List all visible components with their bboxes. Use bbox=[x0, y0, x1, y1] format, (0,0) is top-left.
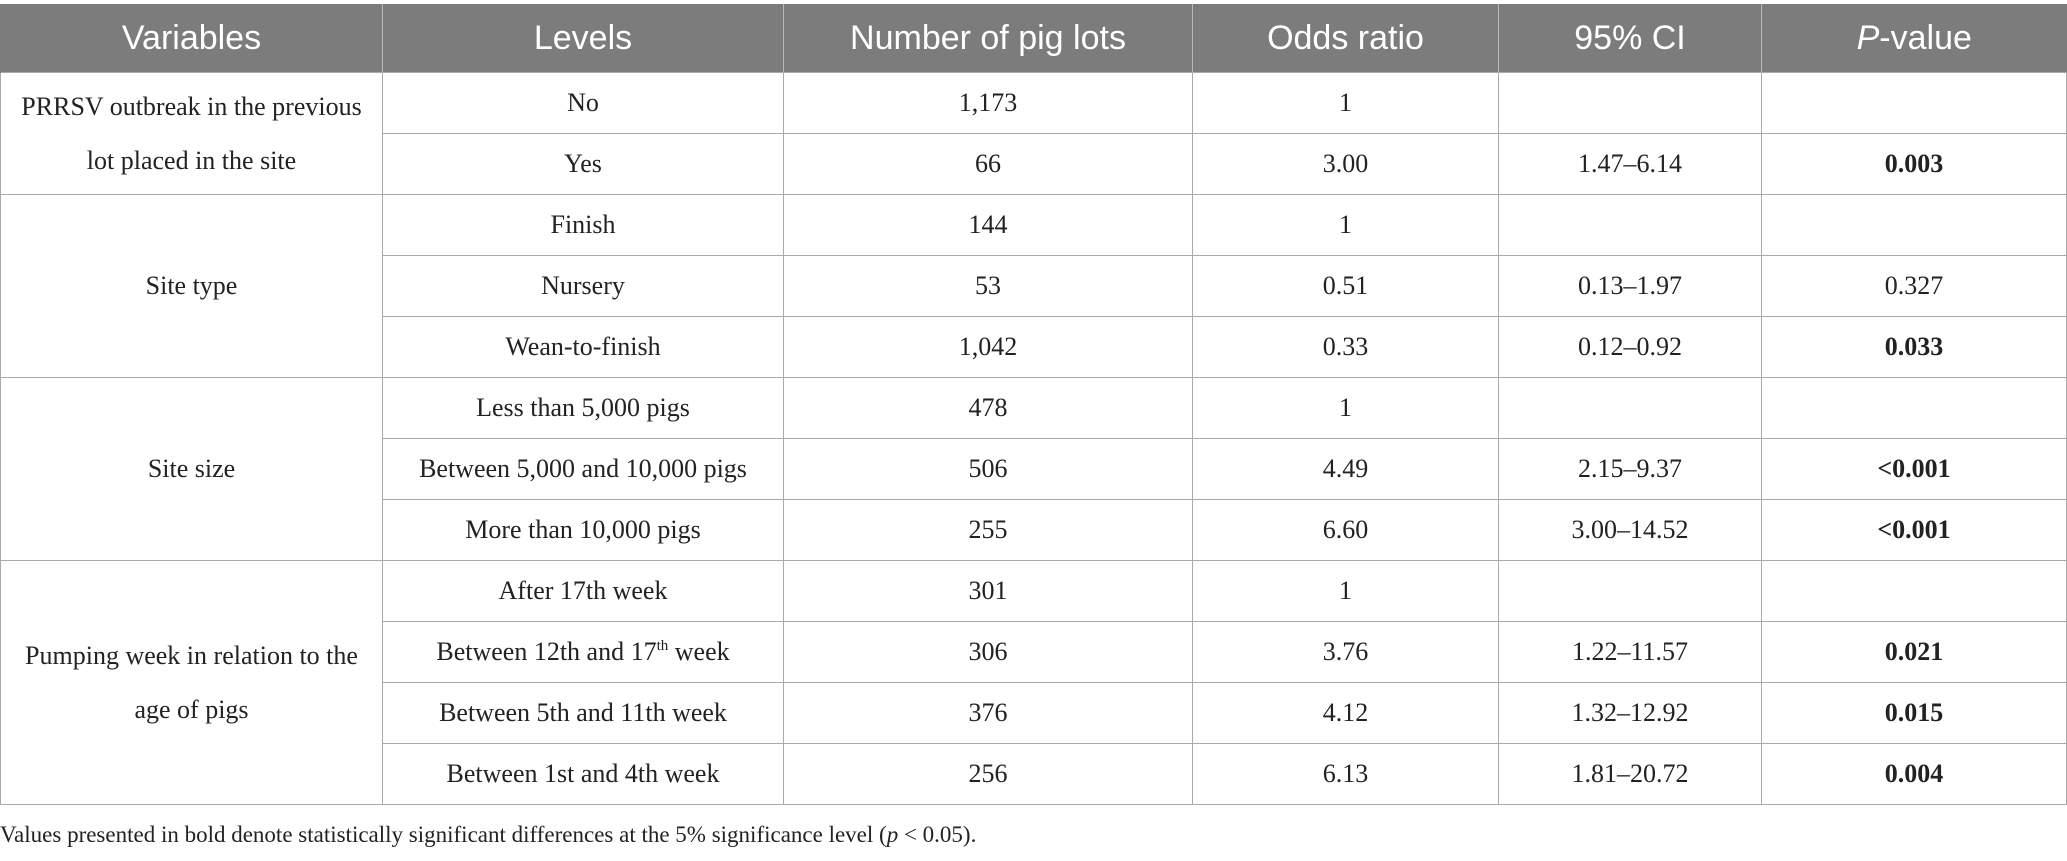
level-cell: Between 5,000 and 10,000 pigs bbox=[382, 438, 784, 500]
header-95-ci: 95% CI bbox=[1498, 4, 1762, 73]
table-row: More than 10,000 pigs 255 6.60 3.00–14.5… bbox=[1, 499, 2067, 561]
odds-ratio-cell: 0.51 bbox=[1192, 255, 1499, 317]
ci-cell: 0.13–1.97 bbox=[1498, 255, 1762, 317]
ci-cell bbox=[1498, 72, 1762, 134]
odds-ratio-cell: 1 bbox=[1192, 377, 1499, 439]
level-cell: Less than 5,000 pigs bbox=[382, 377, 784, 439]
variable-cell: PRRSV outbreak in the previous lot place… bbox=[0, 72, 383, 195]
odds-ratio-cell: 4.49 bbox=[1192, 438, 1499, 500]
lots-cell: 306 bbox=[783, 621, 1193, 683]
p-value-cell: 0.327 bbox=[1761, 255, 2067, 317]
level-cell: Nursery bbox=[382, 255, 784, 317]
table-row: Site type Finish 144 1 bbox=[0, 194, 2067, 378]
level-cell: Yes bbox=[382, 133, 784, 195]
header-odds-ratio: Odds ratio bbox=[1192, 4, 1499, 73]
table-row: Between 5th and 11th week 376 4.12 1.32–… bbox=[1, 682, 2067, 744]
lots-cell: 255 bbox=[783, 499, 1193, 561]
ci-cell: 3.00–14.52 bbox=[1498, 499, 1762, 561]
level-cell: Finish bbox=[382, 194, 784, 256]
footnote-p-italic: p bbox=[886, 822, 899, 847]
variable-cell: Site type bbox=[0, 194, 383, 378]
level-cell: No bbox=[382, 72, 784, 134]
p-value-cell: 0.004 bbox=[1761, 743, 2067, 805]
p-value-cell: <0.001 bbox=[1761, 438, 2067, 500]
lots-cell: 53 bbox=[783, 255, 1193, 317]
header-variables: Variables bbox=[0, 4, 383, 73]
lots-cell: 66 bbox=[783, 133, 1193, 195]
level-cell: More than 10,000 pigs bbox=[382, 499, 784, 561]
level-superscript: th bbox=[656, 638, 669, 654]
header-levels: Levels bbox=[382, 4, 784, 73]
table-row: Nursery 53 0.51 0.13–1.97 0.327 bbox=[1, 255, 2067, 317]
p-value-cell: 0.033 bbox=[1761, 316, 2067, 378]
table-row: Pumping week in relation to the age of p… bbox=[0, 560, 2067, 805]
ci-cell: 0.12–0.92 bbox=[1498, 316, 1762, 378]
ci-cell: 1.81–20.72 bbox=[1498, 743, 1762, 805]
header-p-value: P-value bbox=[1761, 4, 2067, 73]
odds-ratio-cell: 3.00 bbox=[1192, 133, 1499, 195]
p-value-cell bbox=[1761, 72, 2067, 134]
table-row: Between 1st and 4th week 256 6.13 1.81–2… bbox=[1, 743, 2067, 805]
odds-ratio-cell: 4.12 bbox=[1192, 682, 1499, 744]
lots-cell: 301 bbox=[783, 560, 1193, 622]
level-cell: Between 12th and 17th week bbox=[382, 621, 784, 683]
ci-cell bbox=[1498, 377, 1762, 439]
odds-ratio-cell: 6.13 bbox=[1192, 743, 1499, 805]
header-p-italic: P bbox=[1856, 18, 1880, 57]
table-row: Wean-to-finish 1,042 0.33 0.12–0.92 0.03… bbox=[1, 316, 2067, 378]
level-cell: After 17th week bbox=[382, 560, 784, 622]
footnote-text: Values presented in bold denote statisti… bbox=[0, 822, 887, 847]
header-number-of-pig-lots: Number of pig lots bbox=[783, 4, 1193, 73]
variable-cell: Pumping week in relation to the age of p… bbox=[0, 560, 383, 805]
results-table-container: Variables Levels Number of pig lots Odds… bbox=[0, 4, 2067, 805]
p-value-cell bbox=[1761, 377, 2067, 439]
ci-cell bbox=[1498, 560, 1762, 622]
level-cell: Wean-to-finish bbox=[382, 316, 784, 378]
lots-cell: 478 bbox=[783, 377, 1193, 439]
footnote-text-end: < 0.05). bbox=[898, 822, 977, 847]
p-value-cell: 0.021 bbox=[1761, 621, 2067, 683]
p-value-cell bbox=[1761, 194, 2067, 256]
odds-ratio-cell: 0.33 bbox=[1192, 316, 1499, 378]
level-text-suffix: week bbox=[668, 637, 730, 666]
table-header-row: Variables Levels Number of pig lots Odds… bbox=[0, 4, 2067, 73]
odds-ratio-cell: 6.60 bbox=[1192, 499, 1499, 561]
odds-ratio-cell: 3.76 bbox=[1192, 621, 1499, 683]
odds-ratio-cell: 1 bbox=[1192, 560, 1499, 622]
odds-ratio-cell: 1 bbox=[1192, 194, 1499, 256]
p-value-cell bbox=[1761, 560, 2067, 622]
ci-cell: 1.22–11.57 bbox=[1498, 621, 1762, 683]
lots-cell: 256 bbox=[783, 743, 1193, 805]
level-text: Between 12th and 17 bbox=[436, 637, 657, 666]
lots-cell: 1,173 bbox=[783, 72, 1193, 134]
lots-cell: 506 bbox=[783, 438, 1193, 500]
p-value-cell: 0.015 bbox=[1761, 682, 2067, 744]
ci-cell: 1.47–6.14 bbox=[1498, 133, 1762, 195]
p-value-cell: <0.001 bbox=[1761, 499, 2067, 561]
level-cell: Between 5th and 11th week bbox=[382, 682, 784, 744]
lots-cell: 144 bbox=[783, 194, 1193, 256]
lots-cell: 376 bbox=[783, 682, 1193, 744]
table-row: Site size Less than 5,000 pigs 478 1 bbox=[0, 377, 2067, 561]
odds-ratio-table: Variables Levels Number of pig lots Odds… bbox=[0, 4, 2067, 805]
odds-ratio-cell: 1 bbox=[1192, 72, 1499, 134]
table-row: PRRSV outbreak in the previous lot place… bbox=[0, 72, 2067, 195]
table-row: Between 5,000 and 10,000 pigs 506 4.49 2… bbox=[1, 438, 2067, 500]
level-cell: Between 1st and 4th week bbox=[382, 743, 784, 805]
table-row: Between 12th and 17th week 306 3.76 1.22… bbox=[1, 621, 2067, 683]
p-value-cell: 0.003 bbox=[1761, 133, 2067, 195]
variable-cell: Site size bbox=[0, 377, 383, 561]
ci-cell bbox=[1498, 194, 1762, 256]
ci-cell: 2.15–9.37 bbox=[1498, 438, 1762, 500]
header-p-rest: -value bbox=[1879, 18, 1972, 57]
table-footnote: Values presented in bold denote statisti… bbox=[0, 822, 976, 848]
lots-cell: 1,042 bbox=[783, 316, 1193, 378]
ci-cell: 1.32–12.92 bbox=[1498, 682, 1762, 744]
